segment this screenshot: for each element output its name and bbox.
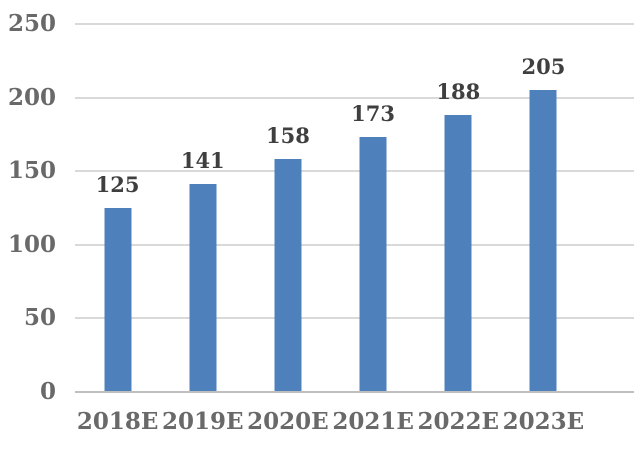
x-tick-label: 2020E bbox=[247, 408, 329, 435]
bar-group: 205 bbox=[501, 24, 586, 392]
y-tick-label: 0 bbox=[39, 378, 56, 405]
x-tick-label: 2023E bbox=[502, 408, 585, 435]
bar-value-label: 158 bbox=[266, 123, 310, 149]
gridline bbox=[75, 243, 634, 246]
bar-group: 125 bbox=[75, 24, 160, 392]
bar-group: 141 bbox=[160, 24, 245, 392]
x-tick-label: 2018E bbox=[76, 408, 159, 435]
y-tick-label: 50 bbox=[23, 304, 56, 332]
y-tick-label: 200 bbox=[7, 83, 56, 111]
bar-group: 188 bbox=[416, 24, 501, 392]
y-tick-label: 250 bbox=[7, 10, 56, 37]
bar-value-label: 205 bbox=[521, 54, 566, 80]
bar-group: 158 bbox=[245, 24, 330, 392]
gridline bbox=[75, 170, 634, 173]
gridline bbox=[75, 96, 634, 99]
y-tick-label: 100 bbox=[7, 230, 56, 258]
bar-group: 173 bbox=[331, 24, 416, 392]
plot-area: 125 141 158 173 188 205 bbox=[75, 23, 634, 393]
x-tick-label: 2021E bbox=[332, 408, 414, 435]
x-axis-labels: 2018E 2019E 2020E 2021E 2022E 2023E bbox=[75, 404, 586, 440]
bar bbox=[274, 159, 302, 392]
bars-container: 125 141 158 173 188 205 bbox=[75, 24, 586, 392]
bar bbox=[359, 137, 387, 392]
gridline bbox=[75, 23, 634, 25]
bar-value-label: 125 bbox=[95, 172, 140, 197]
gridline bbox=[75, 317, 634, 320]
bar bbox=[529, 90, 557, 392]
bar bbox=[189, 184, 217, 392]
bar-value-label: 141 bbox=[180, 148, 225, 174]
bar-value-label: 188 bbox=[436, 79, 481, 105]
y-tick-label: 150 bbox=[7, 157, 56, 185]
bar-value-label: 173 bbox=[351, 101, 396, 127]
x-axis-line bbox=[75, 391, 634, 393]
bar bbox=[444, 115, 472, 392]
x-tick-label: 2019E bbox=[161, 408, 244, 435]
x-tick-label: 2022E bbox=[417, 408, 500, 435]
bar bbox=[104, 208, 132, 392]
